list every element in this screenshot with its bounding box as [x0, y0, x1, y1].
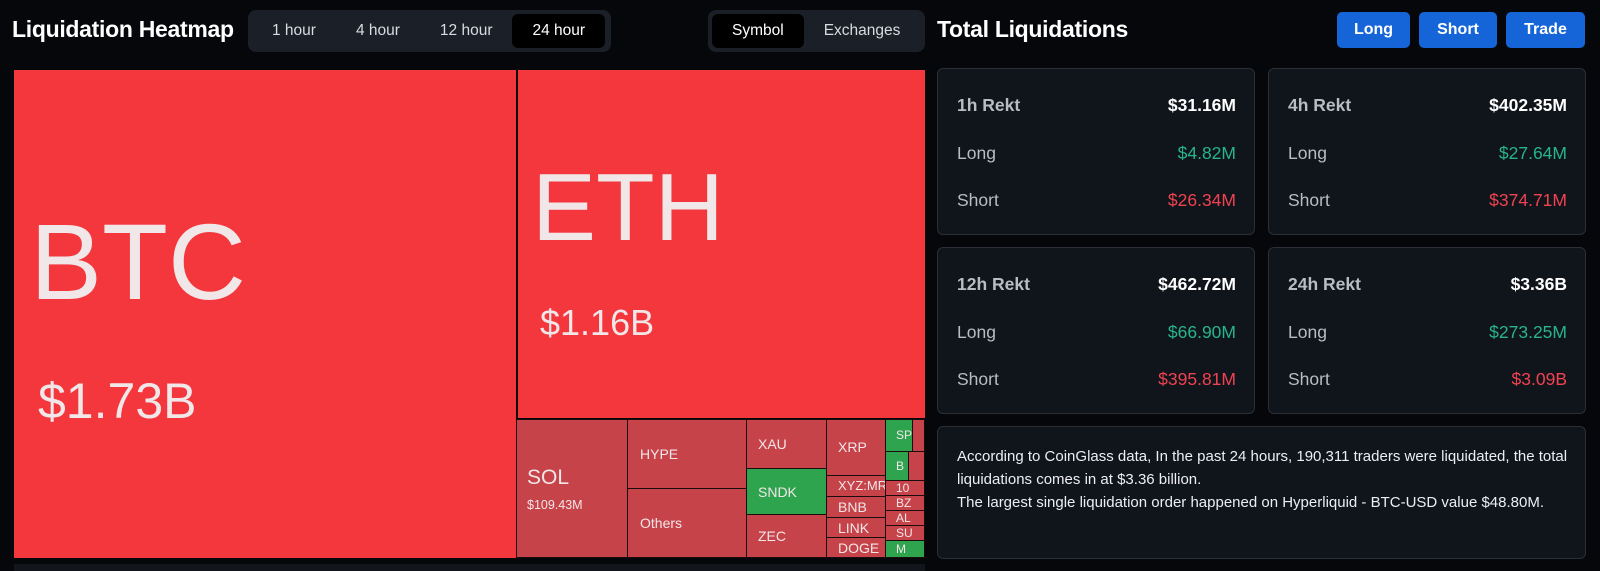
treemap-tile-btc[interactable]: BTC $1.73B	[14, 70, 516, 558]
short-value: $395.81M	[1158, 369, 1236, 389]
long-value: $66.90M	[1167, 322, 1236, 342]
eth-symbol: ETH	[532, 154, 724, 261]
short-label: Short	[957, 190, 999, 210]
short-label: Short	[1288, 190, 1330, 210]
liquidation-treemap: BTC $1.73B ETH $1.16B SOL $109.43M HYPE …	[14, 70, 925, 558]
summary-text: According to CoinGlass data, In the past…	[957, 445, 1569, 514]
treemap-tile-tiny-1[interactable]	[912, 419, 925, 452]
xau-symbol: XAU	[758, 436, 787, 452]
long-value: $27.64M	[1498, 143, 1567, 163]
sol-symbol: SOL	[527, 466, 570, 489]
tab-exchanges[interactable]: Exchanges	[823, 22, 901, 39]
liquidation-summary-card: According to CoinGlass data, In the past…	[937, 426, 1586, 559]
card-24h-rekt: 24h Rekt $3.36B Long $273.25M Short $3.0…	[1268, 247, 1586, 414]
long-button[interactable]: Long	[1337, 12, 1410, 48]
link-symbol: LINK	[838, 520, 870, 536]
card-label: 24h Rekt	[1288, 274, 1361, 294]
long-label: Long	[1288, 322, 1327, 342]
tab-12-hour[interactable]: 12 hour	[439, 22, 493, 39]
short-value: $3.09B	[1511, 369, 1567, 389]
eth-value: $1.16B	[540, 302, 655, 343]
card-12h-rekt: 12h Rekt $462.72M Long $66.90M Short $39…	[937, 247, 1255, 414]
xrp-symbol: XRP	[838, 439, 867, 455]
treemap-tile-bz[interactable]: BZ	[885, 495, 925, 511]
tab-symbol[interactable]: Symbol	[712, 14, 804, 48]
sndk-symbol: SNDK	[758, 484, 797, 500]
sol-value: $109.43M	[527, 498, 583, 512]
treemap-tile-others[interactable]: Others	[627, 488, 747, 558]
treemap-tile-bnb[interactable]: BNB	[826, 496, 886, 518]
treemap-tile-xyz-mr[interactable]: XYZ:MR	[826, 475, 886, 497]
long-value: $273.25M	[1489, 322, 1567, 342]
short-value: $26.34M	[1167, 190, 1236, 210]
treemap-tile-m[interactable]: M	[885, 540, 925, 558]
treemap-tile-10[interactable]: 10	[885, 480, 925, 496]
card-total: $3.36B	[1510, 274, 1567, 294]
summary-line-1: According to CoinGlass data, In the past…	[957, 448, 1568, 488]
others-symbol: Others	[640, 515, 683, 531]
long-label: Long	[957, 322, 996, 342]
treemap-tile-b[interactable]: B	[885, 451, 909, 481]
m-symbol: M	[896, 542, 906, 556]
view-tabs: Symbol Exchanges	[708, 10, 925, 52]
treemap-tile-su[interactable]: SU	[885, 525, 925, 541]
long-value: $4.82M	[1177, 143, 1236, 163]
treemap-tile-al[interactable]: AL	[885, 510, 925, 526]
treemap-tile-hype[interactable]: HYPE	[627, 419, 747, 489]
page-title: Liquidation Heatmap	[12, 16, 234, 42]
card-total: $462.72M	[1158, 274, 1236, 294]
btc-symbol: BTC	[30, 201, 246, 322]
long-label: Long	[1288, 143, 1327, 163]
treemap-tile-link[interactable]: LINK	[826, 517, 886, 538]
treemap-tile-sp[interactable]: SP	[885, 419, 913, 452]
al-symbol: AL	[896, 511, 911, 525]
bz-symbol: BZ	[896, 496, 912, 510]
treemap-tile-xrp[interactable]: XRP	[826, 419, 886, 476]
bottom-divider	[14, 564, 925, 571]
card-1h-rekt: 1h Rekt $31.16M Long $4.82M Short $26.34…	[937, 68, 1255, 235]
treemap-tile-sol[interactable]: SOL $109.43M	[516, 419, 628, 558]
treemap-tile-sndk[interactable]: SNDK	[746, 468, 827, 515]
summary-line-2: The largest single liquidation order hap…	[957, 494, 1544, 511]
total-liquidations-title: Total Liquidations	[937, 16, 1128, 42]
card-total: $31.16M	[1167, 95, 1236, 115]
xyz-symbol: XYZ:MR	[838, 478, 886, 493]
bnb-symbol: BNB	[838, 499, 867, 515]
short-label: Short	[957, 369, 999, 389]
card-label: 1h Rekt	[957, 95, 1021, 115]
card-4h-rekt: 4h Rekt $402.35M Long $27.64M Short $374…	[1268, 68, 1586, 235]
short-value: $374.71M	[1489, 190, 1567, 210]
short-button[interactable]: Short	[1419, 12, 1497, 48]
sp-symbol: SP	[896, 428, 913, 442]
card-label: 12h Rekt	[957, 274, 1030, 294]
10-symbol: 10	[896, 481, 910, 495]
trade-button[interactable]: Trade	[1506, 12, 1585, 48]
treemap-tile-tiny-2[interactable]	[908, 451, 925, 481]
btc-value: $1.73B	[38, 373, 197, 429]
time-range-tabs: 1 hour 4 hour 12 hour 24 hour	[248, 10, 611, 52]
b-symbol: B	[896, 459, 905, 473]
su-symbol: SU	[896, 526, 913, 540]
card-total: $402.35M	[1489, 95, 1567, 115]
tab-1-hour[interactable]: 1 hour	[272, 22, 316, 39]
tab-24-hour[interactable]: 24 hour	[512, 14, 606, 48]
zec-symbol: ZEC	[758, 528, 786, 544]
long-label: Long	[957, 143, 996, 163]
treemap-tile-eth[interactable]: ETH $1.16B	[517, 70, 925, 418]
doge-symbol: DOGE	[838, 540, 880, 556]
treemap-tile-doge[interactable]: DOGE	[826, 537, 886, 558]
short-label: Short	[1288, 369, 1330, 389]
tab-4-hour[interactable]: 4 hour	[355, 22, 400, 39]
card-label: 4h Rekt	[1288, 95, 1352, 115]
treemap-tile-xau[interactable]: XAU	[746, 419, 827, 469]
treemap-tile-zec[interactable]: ZEC	[746, 514, 827, 558]
hype-symbol: HYPE	[640, 446, 679, 462]
